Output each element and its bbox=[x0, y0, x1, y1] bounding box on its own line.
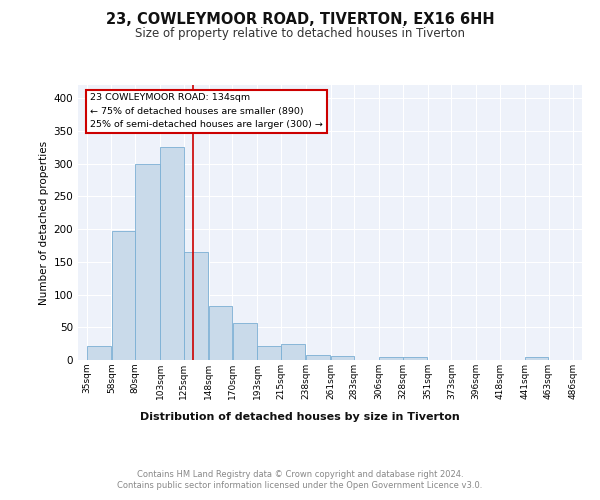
Text: Distribution of detached houses by size in Tiverton: Distribution of detached houses by size … bbox=[140, 412, 460, 422]
Y-axis label: Number of detached properties: Number of detached properties bbox=[39, 140, 49, 304]
Text: 23 COWLEYMOOR ROAD: 134sqm
← 75% of detached houses are smaller (890)
25% of sem: 23 COWLEYMOOR ROAD: 134sqm ← 75% of deta… bbox=[90, 94, 323, 129]
Bar bbox=[379, 358, 403, 360]
Text: Size of property relative to detached houses in Tiverton: Size of property relative to detached ho… bbox=[135, 28, 465, 40]
Bar bbox=[136, 164, 160, 360]
Text: Contains public sector information licensed under the Open Government Licence v3: Contains public sector information licen… bbox=[118, 481, 482, 490]
Text: Contains HM Land Registry data © Crown copyright and database right 2024.: Contains HM Land Registry data © Crown c… bbox=[137, 470, 463, 479]
Bar bbox=[525, 358, 548, 360]
Bar bbox=[160, 147, 184, 360]
Bar bbox=[209, 306, 232, 360]
Bar bbox=[257, 346, 281, 360]
Bar bbox=[233, 322, 257, 360]
Bar bbox=[184, 252, 208, 360]
Bar bbox=[281, 344, 305, 360]
Bar bbox=[331, 356, 354, 360]
Bar bbox=[87, 346, 111, 360]
Bar bbox=[306, 356, 330, 360]
Bar bbox=[403, 358, 427, 360]
Bar bbox=[112, 231, 135, 360]
Text: 23, COWLEYMOOR ROAD, TIVERTON, EX16 6HH: 23, COWLEYMOOR ROAD, TIVERTON, EX16 6HH bbox=[106, 12, 494, 28]
